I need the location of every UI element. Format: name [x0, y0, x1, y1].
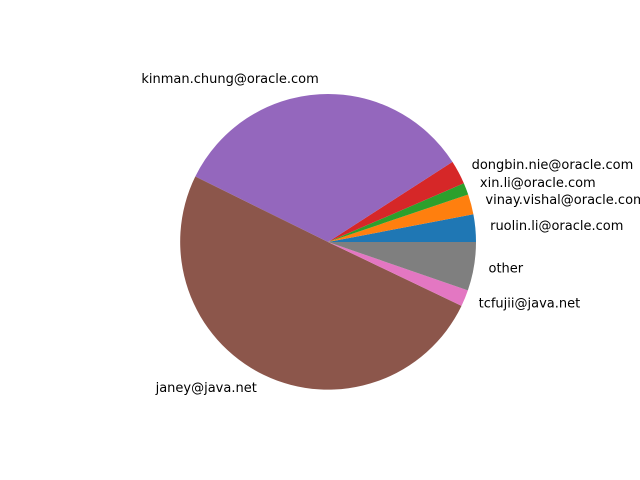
- slice-labels: ruolin.li@oracle.com vinay.vishal@oracle.…: [141, 72, 640, 396]
- pie-slice-1: [328, 194, 474, 242]
- slice-label-1: vinay.vishal@oracle.com: [485, 193, 640, 208]
- slice-label-7: other: [489, 262, 524, 277]
- pie-slice-5: [180, 176, 462, 390]
- pie-slices: [180, 93, 476, 390]
- pie-slice-7: [328, 242, 476, 291]
- pie-slice-4: [195, 93, 453, 242]
- slice-label-2: xin.li@oracle.com: [480, 176, 596, 191]
- pie-slice-0: [328, 214, 476, 242]
- slice-label-0: ruolin.li@oracle.com: [490, 219, 623, 234]
- slice-label-5: janey@java.net: [155, 381, 257, 396]
- slice-label-3: dongbin.nie@oracle.com: [472, 158, 634, 173]
- slice-label-6: tcfujii@java.net: [479, 296, 581, 311]
- pie-slice-6: [328, 242, 468, 306]
- slice-label-4: kinman.chung@oracle.com: [141, 72, 318, 87]
- pie-slice-3: [328, 161, 464, 242]
- pie-slice-2: [328, 183, 469, 242]
